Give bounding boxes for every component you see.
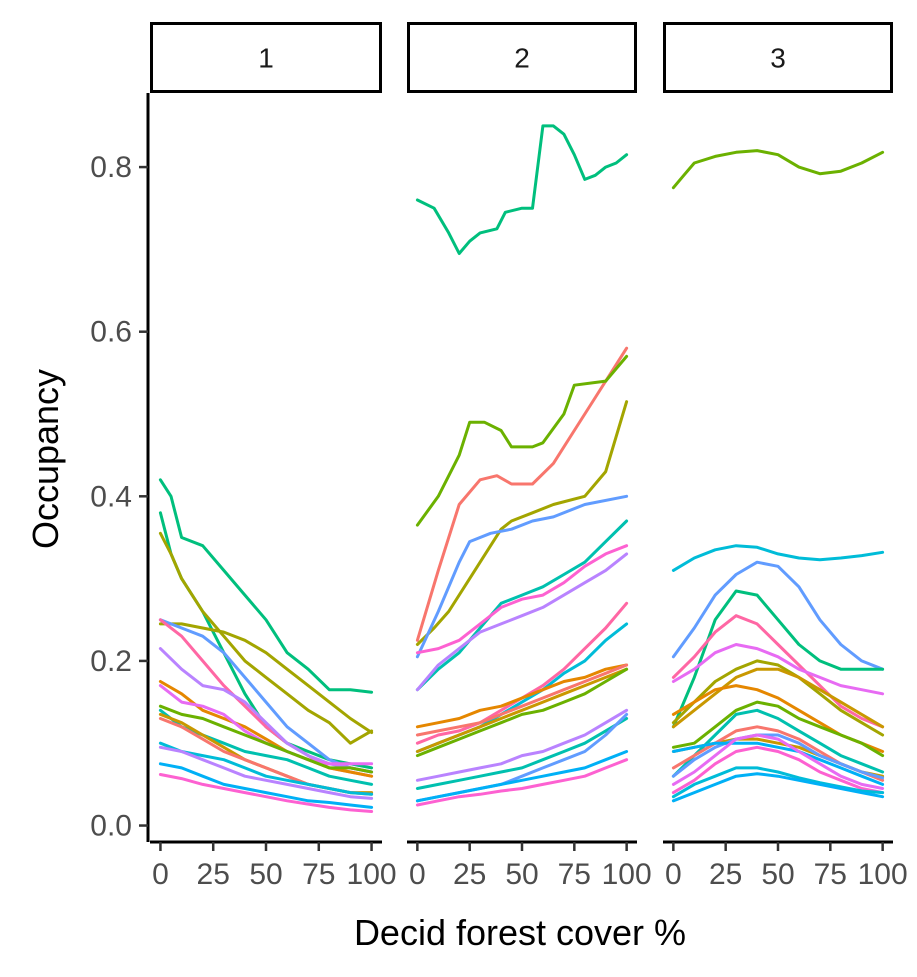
y-tick-label: 0.6 [90, 316, 132, 349]
series-line [671, 659, 885, 737]
series-line [671, 708, 885, 778]
series-line [671, 733, 885, 790]
series-line [671, 560, 885, 671]
x-tick-label: 25 [709, 858, 742, 891]
series-line [671, 733, 885, 780]
chart-panels: 1 0 25 50 75 100 2 0 25 50 75 100 3 0 25 50 75 100 [150, 22, 908, 891]
y-axis-title: Occupancy [25, 369, 66, 549]
facet-strip [407, 22, 637, 93]
series-line [671, 643, 885, 696]
series-line [415, 708, 629, 782]
x-tick-label: 75 [814, 858, 847, 891]
series-group [671, 149, 885, 803]
panel-2: 2 0 25 50 75 100 [407, 22, 652, 891]
series-line [671, 745, 885, 795]
series-line [671, 700, 885, 758]
series-line [671, 766, 885, 799]
series-line [158, 704, 374, 774]
facet-strip [663, 22, 893, 93]
series-group [415, 124, 629, 807]
y-tick-label: 0.4 [90, 480, 132, 513]
series-line [158, 478, 374, 694]
series-line [415, 354, 629, 527]
x-tick-label: 50 [761, 858, 794, 891]
y-tick-label: 0.0 [90, 810, 132, 843]
series-line [415, 667, 629, 758]
series-line [415, 544, 629, 655]
panel-3: 3 0 25 50 75 100 [663, 22, 908, 891]
series-line [415, 717, 629, 790]
facet-strip-label: 3 [770, 43, 786, 74]
x-tick-label: 75 [302, 858, 335, 891]
series-group [158, 478, 374, 813]
series-line [158, 622, 374, 734]
x-tick-label: 0 [152, 858, 169, 891]
series-line [158, 531, 374, 745]
series-line [415, 758, 629, 807]
series-line [415, 663, 629, 729]
x-tick-label: 25 [453, 858, 486, 891]
x-tick-label: 0 [409, 858, 426, 891]
series-line [158, 618, 374, 774]
x-tick-label: 25 [197, 858, 230, 891]
series-line [415, 552, 629, 692]
series-line [671, 667, 885, 729]
series-line [415, 519, 629, 692]
series-line [671, 614, 885, 729]
x-tick-label: 100 [602, 858, 652, 891]
x-tick-label: 0 [665, 858, 682, 891]
series-line [415, 663, 629, 737]
series-line [671, 149, 885, 190]
series-line [158, 745, 374, 800]
y-axis: 0.0 0.2 0.4 0.6 0.8 [90, 93, 150, 843]
x-tick-label: 100 [858, 858, 908, 891]
y-tick-label: 0.8 [90, 151, 132, 184]
y-tick-label: 0.2 [90, 645, 132, 678]
series-line [415, 346, 629, 642]
facet-strip-label: 1 [258, 43, 274, 74]
x-tick-label: 50 [249, 858, 282, 891]
series-line [415, 124, 629, 255]
series-line [671, 544, 885, 572]
facet-strip [150, 22, 382, 93]
panel-1: 1 0 25 50 75 100 [150, 22, 397, 891]
series-line [158, 773, 374, 813]
x-tick-label: 100 [347, 858, 397, 891]
series-line [415, 750, 629, 803]
series-line [671, 772, 885, 803]
series-line [415, 667, 629, 753]
x-tick-label: 75 [558, 858, 591, 891]
x-axis-title: Decid forest cover % [354, 912, 686, 953]
series-line [158, 741, 374, 796]
facet-strip-label: 2 [514, 43, 530, 74]
series-line [415, 494, 629, 659]
series-line [158, 762, 374, 809]
x-tick-label: 50 [505, 858, 538, 891]
series-line [671, 741, 885, 786]
series-line [415, 400, 629, 646]
